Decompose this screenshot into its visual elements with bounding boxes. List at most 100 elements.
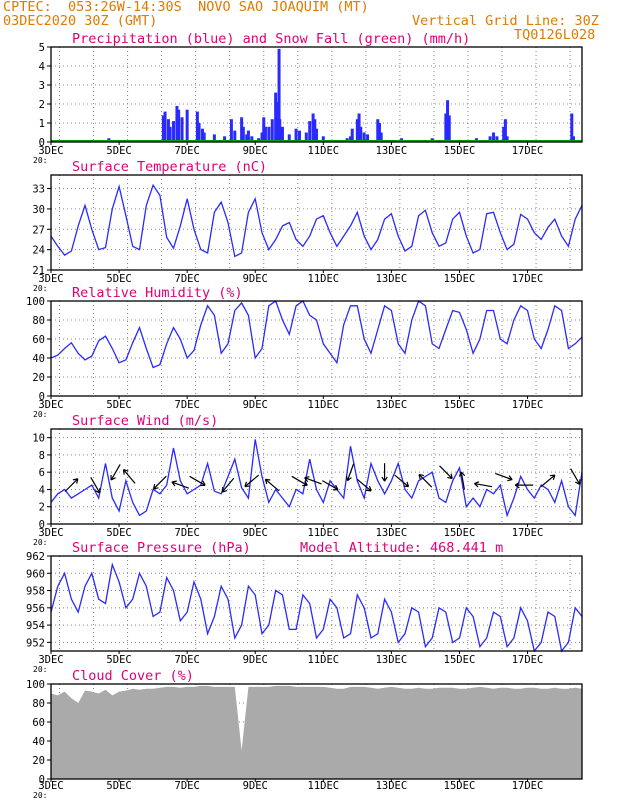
wind-arrow-head	[381, 476, 388, 482]
cloud-xtick-label: 13DEC	[376, 780, 408, 792]
temp-title: Surface Temperature (nC)	[72, 159, 267, 175]
wind-arrow	[439, 465, 453, 479]
wind-arrow	[418, 474, 433, 488]
press-line	[50, 562, 583, 653]
wind-xtick-label: 9DEC	[243, 527, 268, 539]
precip-bar	[315, 128, 318, 142]
precip-ytick-label: 2	[39, 99, 45, 111]
wind-xtick-label: 11DEC	[308, 527, 340, 539]
temp-year-prefix: 20:	[33, 284, 47, 293]
precip-xtick-label: 7DEC	[175, 145, 200, 157]
cloud-xtick-label: 11DEC	[308, 780, 340, 792]
precip-bar	[447, 115, 451, 142]
wind-arrow-head	[507, 475, 513, 482]
wind-arrow	[346, 463, 355, 481]
wind-arrow-head	[458, 471, 466, 477]
wind-arrow-head	[366, 485, 372, 492]
rh-xtick-label: 11DEC	[308, 399, 340, 411]
wind-frame	[50, 428, 583, 525]
cloud-cover-area	[51, 685, 582, 779]
temp-xtick-label: 17DEC	[512, 273, 544, 285]
precip-bar	[250, 136, 254, 142]
wind-arrow-head	[549, 474, 556, 480]
rh-year-prefix: 20:	[33, 410, 47, 419]
press-xtick-label: 5DEC	[106, 654, 131, 666]
precip-bar	[175, 105, 179, 142]
cloud-year-prefix: 20:	[33, 791, 47, 800]
precip-panel	[47, 46, 583, 145]
precip-ytick-label: 0	[39, 137, 45, 149]
wind-arrow-head	[332, 484, 339, 491]
precip-bar	[502, 126, 506, 142]
wind-arrow	[460, 471, 466, 490]
rh-ytick-label: 80	[32, 315, 45, 327]
precip-ytick-label: 4	[39, 61, 45, 73]
temp-xtick-label: 3DEC	[38, 273, 63, 285]
wind-arrow	[123, 469, 136, 484]
press-ytick-label: 952	[26, 637, 45, 649]
precip-frame	[50, 46, 583, 143]
precip-bar	[492, 132, 495, 142]
wind-title: Surface Wind (m/s)	[72, 413, 218, 429]
wind-arrow	[474, 482, 493, 488]
cloud-xtick-label: 9DEC	[243, 780, 268, 792]
temp-panel	[47, 174, 583, 273]
cloud-title: Cloud Cover (%)	[72, 668, 194, 684]
wind-arrow-head	[345, 475, 352, 482]
precip-bar	[263, 126, 267, 142]
rh-ytick-label: 100	[26, 296, 45, 308]
wind-arrow-head	[264, 478, 271, 485]
precip-bar	[503, 119, 507, 142]
wind-arrow	[322, 480, 339, 491]
precip-bar	[377, 123, 381, 142]
wind-arrow	[64, 478, 79, 492]
wind-ytick-label: 10	[32, 433, 45, 445]
wind-arrow-head	[574, 479, 581, 485]
temp-ytick-label: 24	[32, 245, 45, 257]
wind-year-prefix: 20:	[33, 538, 47, 547]
wind-arrow-head	[304, 476, 310, 483]
rh-xtick-label: 7DEC	[175, 399, 200, 411]
header-date: 03DEC2020 30Z (GMT)	[3, 13, 158, 29]
cloud-xtick-label: 5DEC	[106, 780, 131, 792]
precip-title: Precipitation (blue) and Snow Fall (gree…	[72, 31, 470, 47]
rh-xtick-label: 5DEC	[106, 399, 131, 411]
header-code: TQ0126L028	[514, 27, 596, 43]
wind-arrow-head	[110, 474, 116, 481]
precip-bar	[197, 123, 201, 142]
precip-xtick-label: 13DEC	[376, 145, 408, 157]
rh-panel	[47, 299, 583, 399]
cloud-ytick-label: 0	[39, 774, 45, 786]
precip-bar	[229, 119, 233, 142]
precip-ytick-label: 5	[39, 42, 45, 54]
wind-arrow	[153, 475, 167, 490]
precip-bar	[240, 117, 244, 142]
precip-year-prefix: 20:	[33, 156, 47, 165]
temp-line	[50, 183, 583, 258]
header-grid-note: Vertical Grid Line: 30Z	[412, 13, 599, 29]
cloud-xtick-label: 7DEC	[175, 780, 200, 792]
wind-ytick-label: 4	[39, 484, 45, 496]
rh-title: Relative Humidity (%)	[72, 285, 243, 301]
precip-bar	[161, 115, 165, 142]
wind-arrow-head	[72, 478, 79, 484]
cloud-ytick-label: 40	[32, 736, 45, 748]
wind-line	[50, 439, 583, 518]
wind-arrow-head	[122, 469, 129, 475]
temp-ytick-label: 21	[32, 265, 45, 277]
cloud-panel	[47, 683, 583, 782]
press-xtick-label: 3DEC	[38, 654, 63, 666]
press-xtick-label: 11DEC	[308, 654, 340, 666]
precip-xtick-label: 11DEC	[308, 145, 340, 157]
precip-bar	[180, 117, 184, 142]
temp-ytick-label: 30	[32, 204, 45, 216]
temp-xtick-label: 7DEC	[175, 273, 200, 285]
wind-arrow-head	[447, 473, 453, 480]
precip-bar	[245, 134, 249, 142]
press-xtick-label: 9DEC	[243, 654, 268, 666]
precip-xtick-label: 15DEC	[444, 145, 476, 157]
cloud-ytick-label: 60	[32, 717, 45, 729]
wind-arrow-head	[244, 481, 250, 488]
rh-xtick-label: 13DEC	[376, 399, 408, 411]
precip-bar	[280, 126, 284, 142]
